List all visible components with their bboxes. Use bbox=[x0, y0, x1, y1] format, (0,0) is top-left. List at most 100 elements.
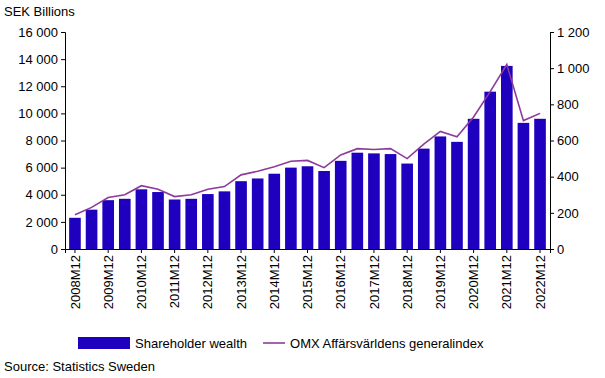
tick: 1 200 bbox=[550, 25, 590, 40]
bar bbox=[252, 178, 264, 249]
legend-swatch bbox=[263, 342, 285, 344]
tick: 2008M12 bbox=[68, 249, 83, 309]
bar bbox=[534, 119, 546, 249]
tick-mark bbox=[61, 32, 65, 33]
bar bbox=[302, 166, 314, 249]
tick-label: 8 000 bbox=[25, 133, 58, 148]
tick-mark bbox=[550, 104, 554, 105]
tick-label: 2012M12 bbox=[200, 255, 215, 309]
bar bbox=[152, 192, 164, 249]
axis-line bbox=[551, 33, 555, 250]
tick-mark bbox=[61, 168, 65, 169]
bar bbox=[518, 123, 530, 249]
tick-label: 0 bbox=[51, 242, 58, 257]
tick: 2017M12 bbox=[366, 249, 381, 309]
tick: 8 000 bbox=[25, 133, 65, 148]
bar bbox=[484, 92, 496, 249]
tick-mark bbox=[61, 222, 65, 223]
bar bbox=[368, 153, 380, 249]
tick: 2010M12 bbox=[134, 249, 149, 309]
axis-line bbox=[66, 250, 551, 254]
tick-mark bbox=[274, 249, 275, 253]
tick-mark bbox=[61, 59, 65, 60]
bar bbox=[136, 189, 148, 249]
tick-mark bbox=[550, 32, 554, 33]
tick-mark bbox=[307, 249, 308, 253]
tick-label: 2013M12 bbox=[234, 255, 249, 309]
tick-label: 1 200 bbox=[557, 25, 590, 40]
bar bbox=[219, 191, 231, 249]
tick-mark bbox=[108, 249, 109, 253]
tick: 4 000 bbox=[25, 187, 65, 202]
bar bbox=[268, 174, 280, 249]
tick-label: 2017M12 bbox=[366, 255, 381, 309]
tick-mark bbox=[207, 249, 208, 253]
plot-area bbox=[69, 65, 546, 249]
tick-label: 2022M12 bbox=[533, 255, 548, 309]
tick: 2018M12 bbox=[400, 249, 415, 309]
bar bbox=[169, 199, 181, 249]
tick: 0 bbox=[550, 242, 564, 257]
tick: 600 bbox=[550, 133, 579, 148]
tick-mark bbox=[550, 68, 554, 69]
tick-mark bbox=[340, 249, 341, 253]
tick: 2019M12 bbox=[433, 249, 448, 309]
tick: 12 000 bbox=[18, 79, 65, 94]
tick-mark bbox=[373, 249, 374, 253]
bar bbox=[468, 119, 480, 249]
axis-line bbox=[61, 33, 66, 250]
bar bbox=[385, 154, 397, 249]
tick-label: 600 bbox=[557, 133, 579, 148]
tick-mark bbox=[550, 177, 554, 178]
tick-label: 2 000 bbox=[25, 215, 58, 230]
tick-label: 1 000 bbox=[557, 61, 590, 76]
tick-label: 2016M12 bbox=[333, 255, 348, 309]
bar bbox=[401, 164, 413, 249]
tick-mark bbox=[61, 249, 65, 250]
bars bbox=[69, 66, 546, 249]
tick: 400 bbox=[550, 169, 579, 184]
tick: 2013M12 bbox=[234, 249, 249, 309]
tick-label: 2008M12 bbox=[68, 255, 83, 309]
bar bbox=[235, 181, 247, 249]
tick: 2016M12 bbox=[333, 249, 348, 309]
tick-mark bbox=[473, 249, 474, 253]
bar bbox=[335, 161, 347, 249]
bar bbox=[501, 66, 513, 249]
tick-label: 2018M12 bbox=[400, 255, 415, 309]
tick-label: 6 000 bbox=[25, 160, 58, 175]
y2-axis: 02004006008001 0001 200 bbox=[550, 25, 590, 257]
tick-mark bbox=[550, 141, 554, 142]
tick-label: 14 000 bbox=[18, 52, 58, 67]
tick-mark bbox=[61, 195, 65, 196]
tick: 6 000 bbox=[25, 160, 65, 175]
tick-label: 2014M12 bbox=[267, 255, 282, 309]
line bbox=[75, 65, 540, 215]
bar bbox=[86, 210, 98, 249]
tick-mark bbox=[141, 249, 142, 253]
tick-label: 2021M12 bbox=[499, 255, 514, 309]
tick-label: 0 bbox=[557, 242, 564, 257]
tick: 2014M12 bbox=[267, 249, 282, 309]
tick-label: 2010M12 bbox=[134, 255, 149, 309]
legend-label: OMX Affärsvärldens generalindex bbox=[290, 336, 484, 351]
tick-mark bbox=[506, 249, 507, 253]
tick-label: 12 000 bbox=[18, 79, 58, 94]
tick-label: 400 bbox=[557, 169, 579, 184]
legend-label: Shareholder wealth bbox=[135, 336, 247, 351]
bar bbox=[102, 200, 114, 249]
tick-label: 2015M12 bbox=[300, 255, 315, 309]
bar bbox=[418, 149, 430, 249]
bar bbox=[451, 142, 463, 249]
tick-mark bbox=[61, 141, 65, 142]
tick-label: 16 000 bbox=[18, 25, 58, 40]
tick-label: 10 000 bbox=[18, 106, 58, 121]
bar bbox=[185, 199, 197, 249]
tick-mark bbox=[440, 249, 441, 253]
tick-mark bbox=[407, 249, 408, 253]
tick-label: 2011M12 bbox=[167, 255, 182, 308]
tick-label: 2009M12 bbox=[101, 255, 116, 309]
source: Source: Statistics Sweden bbox=[4, 359, 155, 374]
legend: Shareholder wealth OMX Affärsvärldens gen… bbox=[78, 336, 484, 351]
tick: 0 bbox=[51, 242, 65, 257]
